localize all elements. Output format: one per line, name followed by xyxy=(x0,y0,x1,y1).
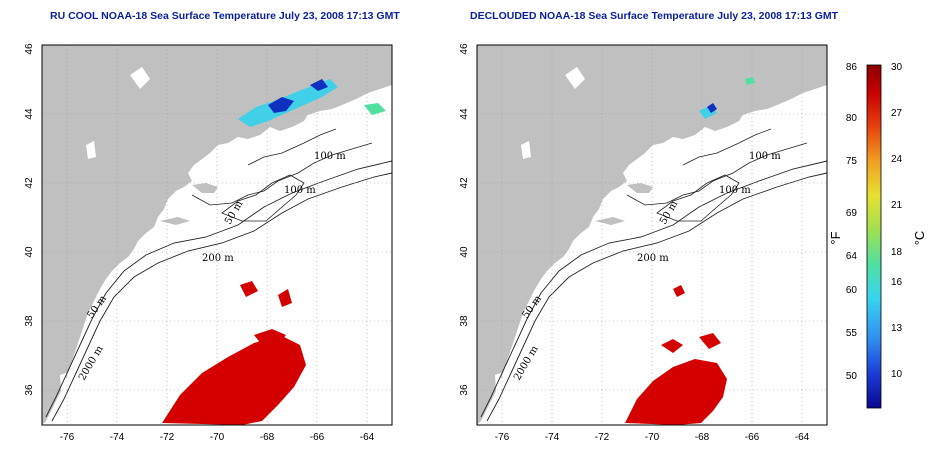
fahrenheit-axis-label: °F xyxy=(828,231,843,244)
fahrenheit-tick: 80 xyxy=(846,113,858,124)
right-lat-tick: 44 xyxy=(459,108,470,120)
fahrenheit-tick: 50 xyxy=(846,371,858,382)
right-contour-label-100m-b: 100 m xyxy=(719,185,751,196)
right-lat-tick: 42 xyxy=(459,177,470,189)
left-warm-sst-patches xyxy=(162,281,306,425)
celsius-tick: 18 xyxy=(891,247,903,258)
right-lat-tick: 38 xyxy=(459,315,470,327)
left-lon-tick: -74 xyxy=(110,432,125,443)
right-map: 100 m 100 m 50 m 200 m 50 m 2000 m -76 -… xyxy=(459,43,828,443)
left-lat-tick: 46 xyxy=(24,43,35,55)
left-lon-tick: -72 xyxy=(160,432,175,443)
left-map-title: RU COOL NOAA-18 Sea Surface Temperature … xyxy=(50,10,400,22)
fahrenheit-tick: 69 xyxy=(846,208,858,219)
celsius-tick: 16 xyxy=(891,277,903,288)
right-lon-tick: -70 xyxy=(645,432,660,443)
right-lat-tick: 36 xyxy=(459,384,470,396)
left-lat-ticks: 36 38 40 42 44 46 xyxy=(24,43,35,396)
right-warm-sst-patches xyxy=(625,285,727,425)
celsius-tick: 10 xyxy=(891,369,903,380)
right-lon-tick: -68 xyxy=(695,432,710,443)
right-contour-label-100m-a: 100 m xyxy=(749,151,781,162)
right-map-title: DECLOUDED NOAA-18 Sea Surface Temperatur… xyxy=(470,10,839,22)
celsius-tick: 27 xyxy=(891,108,903,119)
fahrenheit-tick: 86 xyxy=(846,62,858,73)
left-lon-tick: -64 xyxy=(360,432,375,443)
right-cool-sst-patches xyxy=(699,77,755,119)
right-lon-tick: -64 xyxy=(795,432,810,443)
left-contour-label-100m-a: 100 m xyxy=(314,151,346,162)
fahrenheit-tick: 64 xyxy=(846,251,858,262)
right-lat-tick: 46 xyxy=(459,43,470,55)
colorbar: 86 80 75 69 64 60 55 50 30 27 24 21 18 1… xyxy=(828,62,927,409)
celsius-ticks: 30 27 24 21 18 16 13 10 xyxy=(891,62,903,380)
left-lon-tick: -70 xyxy=(210,432,225,443)
right-lon-tick: -66 xyxy=(745,432,760,443)
left-contour-label-100m-b: 100 m xyxy=(284,185,316,196)
left-lon-ticks: -76 -74 -72 -70 -68 -66 -64 xyxy=(60,432,375,443)
left-lat-tick: 38 xyxy=(24,315,35,327)
left-lat-tick: 42 xyxy=(24,177,35,189)
left-lon-tick: -76 xyxy=(60,432,75,443)
left-lon-tick: -66 xyxy=(310,432,325,443)
celsius-tick: 21 xyxy=(891,200,903,211)
fahrenheit-tick: 75 xyxy=(846,156,858,167)
celsius-tick: 24 xyxy=(891,154,903,165)
celsius-tick: 30 xyxy=(891,62,903,73)
right-lon-tick: -74 xyxy=(545,432,560,443)
right-lon-tick: -72 xyxy=(595,432,610,443)
celsius-axis-label: °C xyxy=(912,231,927,246)
right-lat-ticks: 36 38 40 42 44 46 xyxy=(459,43,470,396)
right-lon-tick: -76 xyxy=(495,432,510,443)
right-lon-ticks: -76 -74 -72 -70 -68 -66 -64 xyxy=(495,432,810,443)
left-map: 100 m 100 m 50 m 200 m 50 m 2000 m -76 -… xyxy=(24,43,393,443)
right-lat-tick: 40 xyxy=(459,246,470,258)
fahrenheit-tick: 60 xyxy=(846,285,858,296)
left-lon-tick: -68 xyxy=(260,432,275,443)
left-contour-label-200m: 200 m xyxy=(202,253,234,264)
left-lat-tick: 40 xyxy=(24,246,35,258)
right-contour-label-200m: 200 m xyxy=(637,253,669,264)
fahrenheit-tick: 55 xyxy=(846,328,858,339)
fahrenheit-ticks: 86 80 75 69 64 60 55 50 xyxy=(846,62,858,382)
colorbar-gradient xyxy=(866,64,882,409)
left-lat-tick: 44 xyxy=(24,108,35,120)
celsius-tick: 13 xyxy=(891,323,903,334)
left-lat-tick: 36 xyxy=(24,384,35,396)
left-cool-sst-patches xyxy=(238,79,386,127)
